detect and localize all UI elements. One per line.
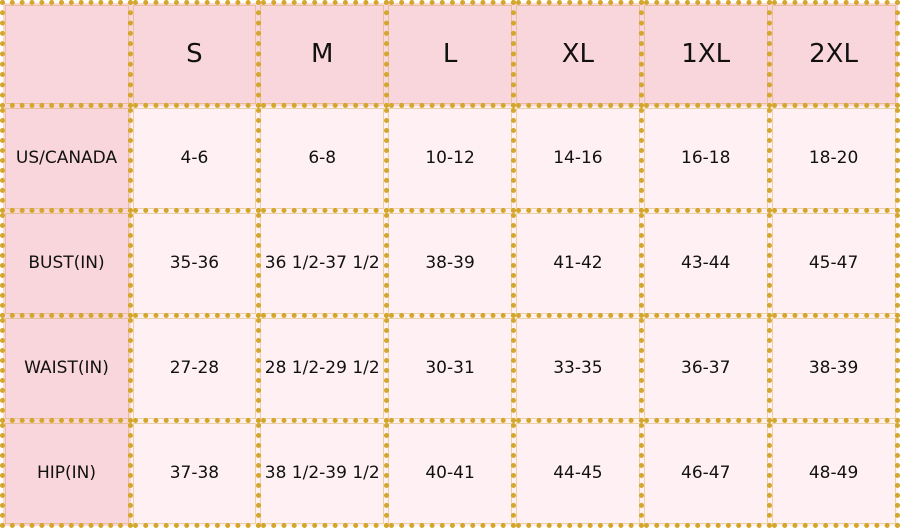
table-row: WAIST(IN) 27-28 28 1/2-29 1/2 30-31 33-35 36-… — [0, 313, 900, 423]
size-value-cell: 46-47 — [639, 418, 773, 528]
size-value-cell: 41-42 — [511, 208, 645, 318]
size-value-cell: 36 1/2-37 1/2 — [255, 208, 389, 318]
size-value-cell: 45-47 — [767, 208, 900, 318]
row-label: US/CANADA — [0, 103, 133, 213]
row-label: WAIST(IN) — [0, 313, 133, 423]
table-row: US/CANADA 4-6 6-8 10-12 14-16 16-18 18-20 — [0, 103, 900, 213]
size-value-cell: 10-12 — [383, 103, 517, 213]
size-value-cell: 37-38 — [128, 418, 261, 528]
size-value-cell: 14-16 — [511, 103, 645, 213]
row-label: BUST(IN) — [0, 208, 133, 318]
corner-cell — [0, 0, 133, 108]
table-row: HIP(IN) 37-38 38 1/2-39 1/2 40-41 44-45 46-47… — [0, 418, 900, 528]
size-value-cell: 4-6 — [128, 103, 261, 213]
size-header: 2XL — [767, 0, 900, 108]
size-header: M — [255, 0, 389, 108]
size-value-cell: 33-35 — [511, 313, 645, 423]
size-value-cell: 30-31 — [383, 313, 517, 423]
size-value-cell: 35-36 — [128, 208, 261, 318]
size-value-cell: 18-20 — [767, 103, 900, 213]
size-value-cell: 38-39 — [767, 313, 900, 423]
table-row: BUST(IN) 35-36 36 1/2-37 1/2 38-39 41-42 43-4… — [0, 208, 900, 318]
size-value-cell: 16-18 — [639, 103, 773, 213]
row-label: HIP(IN) — [0, 418, 133, 528]
size-value-cell: 27-28 — [128, 313, 261, 423]
header-row: S M L XL 1XL 2XL — [0, 0, 900, 108]
size-header: XL — [511, 0, 645, 108]
size-value-cell: 6-8 — [255, 103, 389, 213]
size-value-cell: 48-49 — [767, 418, 900, 528]
size-value-cell: 44-45 — [511, 418, 645, 528]
size-value-cell: 28 1/2-29 1/2 — [255, 313, 389, 423]
size-value-cell: 43-44 — [639, 208, 773, 318]
size-value-cell: 40-41 — [383, 418, 517, 528]
size-value-cell: 38 1/2-39 1/2 — [255, 418, 389, 528]
size-header: 1XL — [639, 0, 773, 108]
size-value-cell: 36-37 — [639, 313, 773, 423]
size-header: L — [383, 0, 517, 108]
size-value-cell: 38-39 — [383, 208, 517, 318]
size-header: S — [128, 0, 261, 108]
